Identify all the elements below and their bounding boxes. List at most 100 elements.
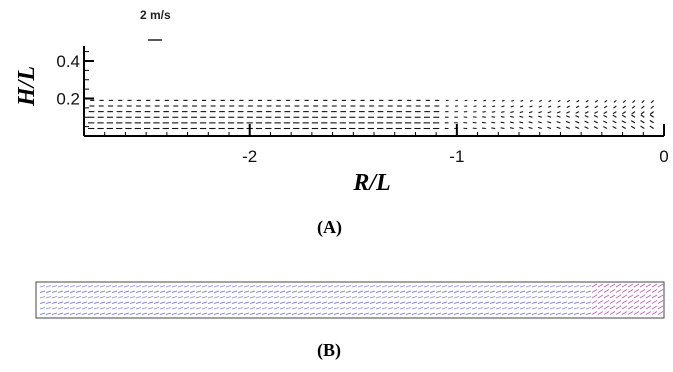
velocity-vector [411, 296, 418, 299]
velocity-vector [621, 125, 626, 129]
velocity-vector [249, 307, 256, 310]
velocity-vector [237, 285, 244, 288]
velocity-vector [63, 307, 70, 310]
velocity-vector [556, 126, 561, 130]
velocity-vector [159, 296, 166, 299]
velocity-vector [519, 290, 526, 293]
velocity-vector [576, 99, 580, 103]
velocity-vector [405, 301, 412, 304]
velocity-vector [177, 296, 184, 299]
velocity-vector [561, 312, 568, 315]
velocity-vector [621, 114, 626, 118]
velocity-vector [309, 312, 316, 315]
velocity-vector [492, 99, 496, 102]
velocity-vector [483, 307, 490, 310]
velocity-vector [613, 105, 617, 109]
velocity-vector [612, 114, 617, 118]
velocity-vector [641, 105, 645, 109]
velocity-vector [237, 301, 244, 304]
velocity-vector [159, 285, 166, 288]
velocity-vector [405, 307, 412, 310]
velocity-vector [333, 290, 340, 293]
velocity-vector [417, 296, 424, 299]
velocity-vector [363, 296, 370, 299]
velocity-vector [555, 285, 562, 288]
velocity-vector [273, 307, 280, 310]
velocity-vector [447, 307, 454, 310]
velocity-vector [489, 296, 496, 299]
velocity-vector [519, 312, 526, 315]
velocity-vector [117, 290, 124, 293]
velocity-vector [579, 301, 586, 304]
velocity-vector [165, 290, 172, 293]
velocity-vector [153, 285, 160, 288]
velocity-vector [255, 307, 262, 310]
velocity-vector [423, 290, 430, 293]
velocity-vector [231, 307, 238, 310]
velocity-vector [575, 126, 580, 130]
velocity-vector [459, 307, 466, 310]
velocity-vector [594, 99, 599, 103]
velocity-vector [441, 312, 448, 315]
velocity-vector [231, 301, 238, 304]
velocity-vector [147, 312, 154, 315]
velocity-vector [39, 290, 46, 293]
velocity-vector [585, 105, 589, 109]
velocity-vector [649, 125, 654, 129]
velocity-vector [528, 115, 533, 118]
velocity-vector [471, 296, 478, 299]
velocity-vector [63, 301, 70, 304]
velocity-vector [500, 127, 505, 130]
velocity-vector [243, 301, 250, 304]
velocity-vector [423, 285, 430, 288]
velocity-vector [509, 127, 514, 130]
velocity-vector [123, 285, 130, 288]
velocity-vector [543, 301, 550, 304]
velocity-vector [651, 289, 658, 293]
velocity-vector [543, 285, 550, 288]
velocity-vector [63, 312, 70, 315]
velocity-vector [597, 300, 604, 304]
velocity-vector [399, 290, 406, 293]
velocity-vector [645, 311, 652, 315]
velocity-vector [393, 307, 400, 310]
velocity-vector [609, 283, 616, 288]
velocity-vector [597, 305, 604, 310]
velocity-vector [555, 312, 562, 315]
velocity-vector [417, 285, 424, 288]
velocity-vector [117, 301, 124, 304]
velocity-vector [557, 99, 561, 103]
velocity-vector [501, 290, 508, 293]
velocity-vector [243, 296, 250, 299]
velocity-vector [501, 301, 508, 304]
velocity-vector [255, 296, 262, 299]
velocity-vector [510, 105, 514, 108]
velocity-vector [327, 296, 334, 299]
velocity-vector [279, 285, 286, 288]
velocity-vector [411, 285, 418, 288]
velocity-vector [231, 290, 238, 293]
velocity-vector [465, 307, 472, 310]
velocity-vector [381, 307, 388, 310]
velocity-vector [411, 307, 418, 310]
velocity-vector [471, 290, 478, 293]
velocity-vector [369, 301, 376, 304]
velocity-vector [291, 290, 298, 293]
velocity-vector [333, 285, 340, 288]
velocity-vector [219, 312, 226, 315]
velocity-vector [45, 312, 52, 315]
velocity-vector [267, 301, 274, 304]
velocity-vector [649, 119, 654, 124]
velocity-vector [495, 307, 502, 310]
velocity-vector [81, 307, 88, 310]
velocity-vector [501, 312, 508, 315]
velocity-vector [177, 301, 184, 304]
velocity-vector [584, 115, 589, 118]
panel-b-vector-plot [35, 281, 665, 319]
velocity-vector [45, 285, 52, 288]
velocity-vector [249, 285, 256, 288]
velocity-vector [183, 301, 190, 304]
velocity-vector [513, 285, 520, 288]
velocity-vector [351, 301, 358, 304]
velocity-vector [213, 312, 220, 315]
